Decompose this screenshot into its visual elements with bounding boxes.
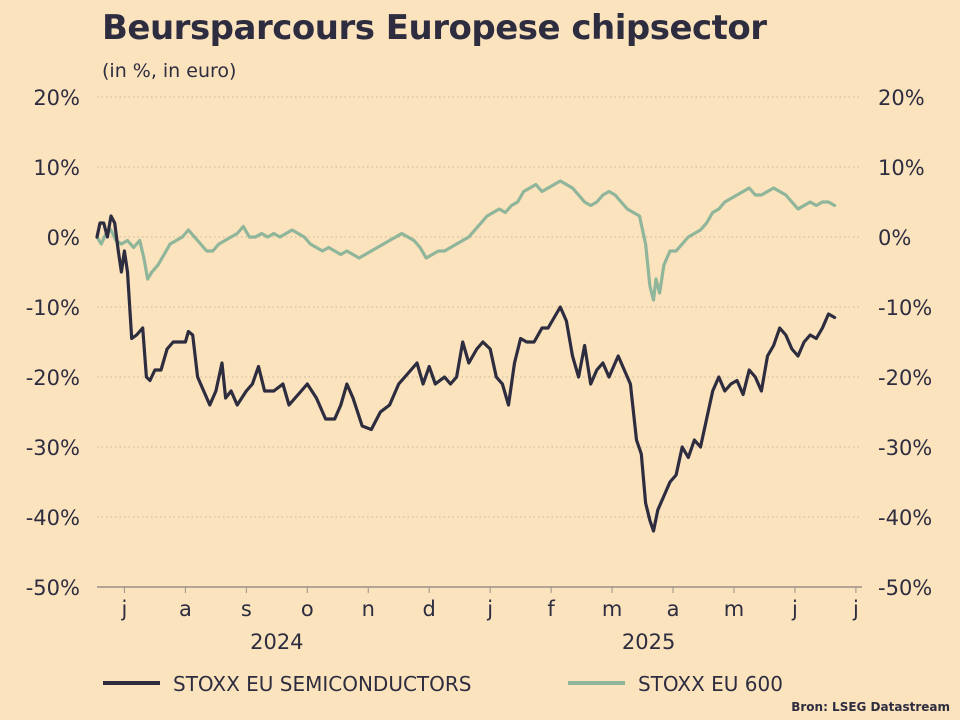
legend-layer: STOXX EU SEMICONDUCTORS STOXX EU 600 [103,672,783,696]
x-tick-label: s [241,597,252,621]
x-tick-label: j [852,597,859,621]
y-tick-label-left: 20% [33,86,80,110]
series-layer [95,179,837,533]
x-tick-label: j [791,597,798,621]
x-tick-label: a [179,597,192,621]
series-line-stoxx-eu-semiconductors [95,214,837,533]
y-tick-label-right: -10% [878,296,932,320]
y-tick-label-right: 20% [878,86,925,110]
y-tick-label-right: -20% [878,366,932,390]
y-tick-label-right: -40% [878,506,932,530]
y-tick-label-right: 0% [878,226,911,250]
y-tick-label-right: -30% [878,436,932,460]
y-tick-label-right: 10% [878,156,925,180]
axis-layer: 20% 20% 10% 10% 0% 0% -10% -10% -20% -20% -30% -30%… [26,86,933,654]
x-tick-label: j [121,597,128,621]
series-line-stoxx-eu-600 [95,179,837,302]
year-label: 2025 [622,630,675,654]
x-tick-label: f [547,597,555,621]
chart-title: Beursparcours Europese chipsector [102,8,767,48]
legend-label: STOXX EU 600 [638,672,783,696]
source-note: Bron: LSEG Datastream [791,700,950,714]
x-tick-label: m [602,597,622,621]
x-tick-label: a [667,597,680,621]
y-tick-label-left: -40% [26,506,80,530]
y-tick-label-left: -30% [26,436,80,460]
grid-layer [97,96,862,518]
y-tick-label-left: -20% [26,366,80,390]
y-tick-label-left: 10% [33,156,80,180]
y-tick-label-right: -50% [878,576,932,600]
x-tick-label: d [423,597,436,621]
y-tick-label-left: 0% [47,226,80,250]
legend-label: STOXX EU SEMICONDUCTORS [173,672,471,696]
x-tick-label: n [362,597,375,621]
x-tick-label: o [301,597,314,621]
y-tick-label-left: -10% [26,296,80,320]
y-tick-label-left: -50% [26,576,80,600]
year-label: 2024 [250,630,303,654]
x-tick-label: j [486,597,493,621]
chart-subtitle: (in %, in euro) [102,60,237,82]
x-tick-label: m [724,597,744,621]
